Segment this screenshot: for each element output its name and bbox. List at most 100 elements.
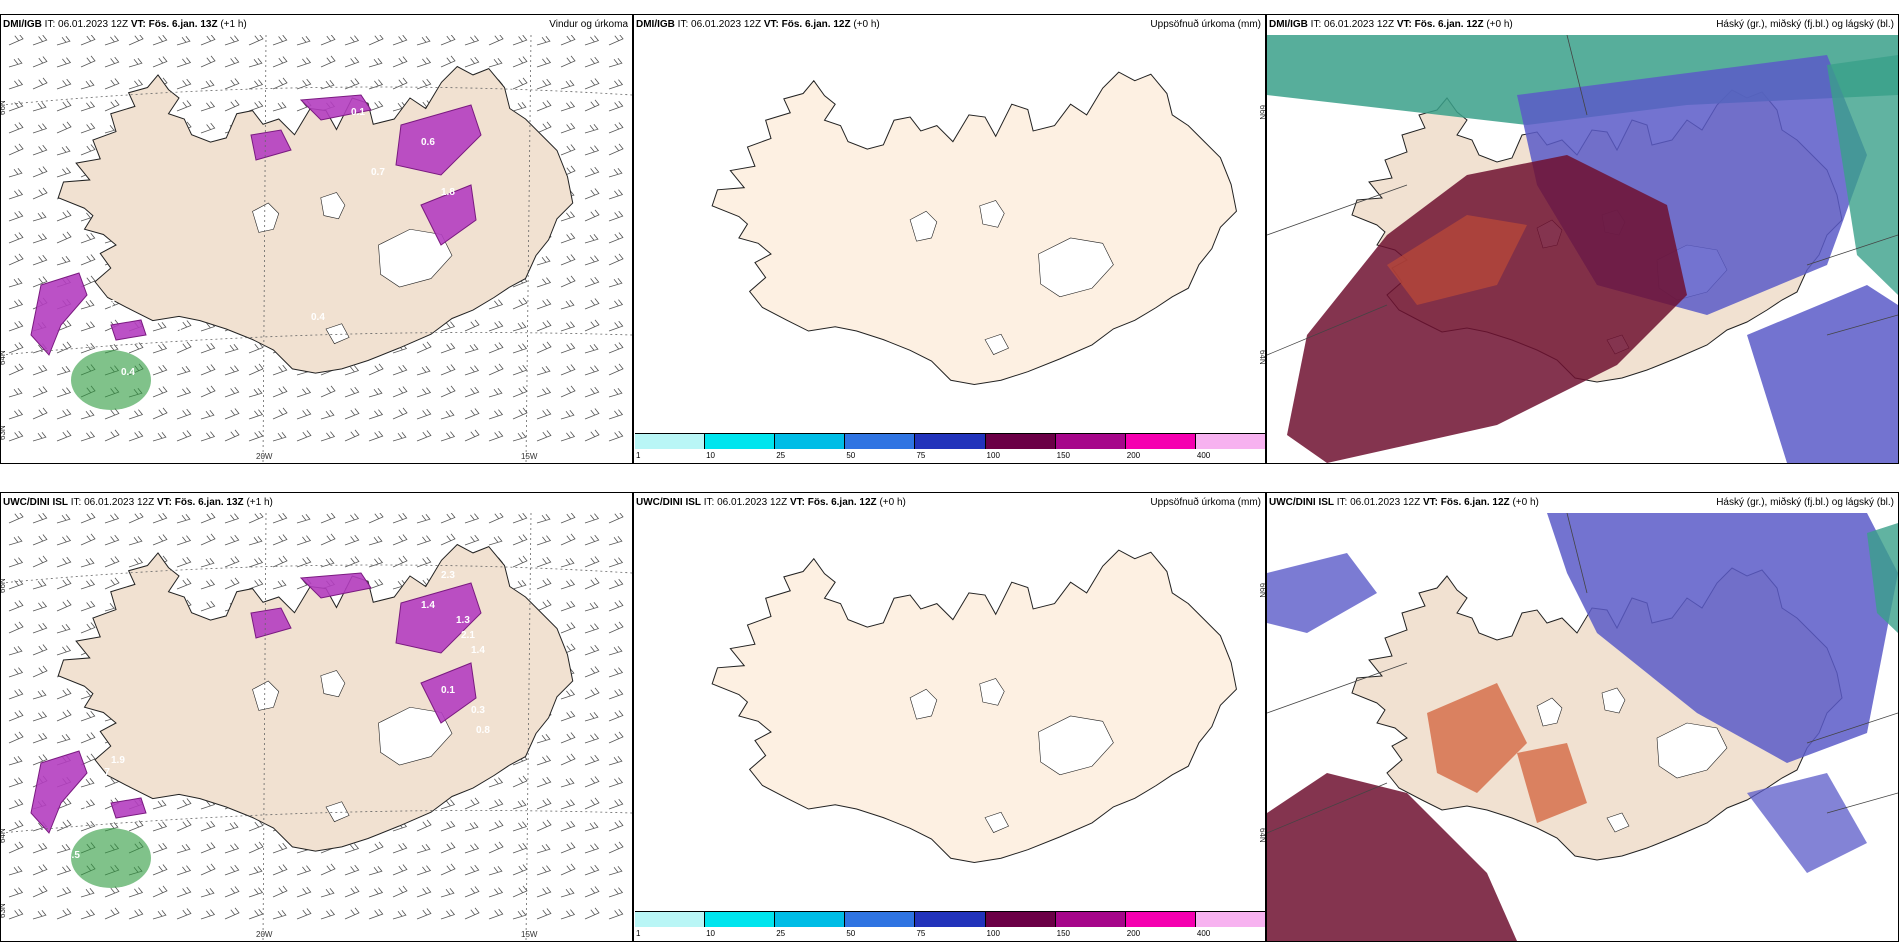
wind-barb xyxy=(584,666,600,678)
wind-barb xyxy=(8,122,24,134)
panel-uwc-wind: UWC/DINI ISL IT: 06.01.2023 12Z VT: Fös.… xyxy=(0,492,633,942)
wind-barb xyxy=(536,513,551,524)
wind-barb xyxy=(344,534,360,546)
wind-barb xyxy=(80,321,96,332)
wind-barb xyxy=(200,79,215,90)
wind-barb xyxy=(152,386,168,398)
wind-barb xyxy=(32,555,48,568)
wind-barb xyxy=(152,364,168,376)
wind-barb xyxy=(584,166,600,178)
wind-barb xyxy=(392,364,408,376)
wind-barb xyxy=(608,600,624,612)
graticule xyxy=(1267,35,1898,356)
wind-barb xyxy=(536,408,552,420)
wind-barb xyxy=(152,513,168,524)
wind-barb xyxy=(8,535,23,546)
wind-barb xyxy=(560,863,576,876)
wind-barb xyxy=(8,820,24,832)
wind-barb xyxy=(536,341,552,354)
wind-barb xyxy=(368,908,384,920)
wind-barb xyxy=(272,431,287,442)
wind-barb xyxy=(152,35,168,46)
wind-barb xyxy=(56,35,71,46)
wind-barb xyxy=(56,556,72,568)
wind-barb xyxy=(8,210,24,222)
colorbar-segment xyxy=(1125,434,1196,449)
wind-barb xyxy=(176,341,192,354)
wind-barb xyxy=(464,843,480,854)
wind-barb xyxy=(248,35,264,46)
latitude-label: 64N xyxy=(1,350,7,365)
valid-label: VT: xyxy=(789,497,805,508)
precip-area xyxy=(110,319,147,341)
wind-barb xyxy=(56,709,72,722)
wind-barb xyxy=(512,297,528,310)
wind-barb xyxy=(8,277,23,288)
wind-barb xyxy=(8,387,23,398)
wind-barb xyxy=(560,144,576,156)
colorbar-tick-label: 50 xyxy=(846,929,856,938)
wind-barb xyxy=(80,579,96,590)
colorbar-tick-label: 50 xyxy=(846,451,856,460)
wind-barb xyxy=(200,409,215,420)
precip-value-label: 4.8 xyxy=(76,339,90,350)
colorbar-tick-label: 400 xyxy=(1196,451,1211,460)
glacier xyxy=(378,228,453,288)
wind-barb xyxy=(536,535,552,546)
wind-barb xyxy=(152,431,167,442)
precip-value-label: 0.4 xyxy=(121,367,135,378)
wind-barb xyxy=(80,275,96,288)
wind-barb xyxy=(128,887,144,898)
wind-barb xyxy=(56,320,72,332)
wind-barb xyxy=(464,821,479,832)
glacier xyxy=(325,323,350,345)
wind-barb xyxy=(488,865,503,876)
glacier xyxy=(325,801,350,823)
wind-barb xyxy=(608,798,624,810)
cloud-cover-map xyxy=(1267,35,1898,463)
wind-barb xyxy=(224,556,240,568)
wind-barb xyxy=(584,276,600,288)
wind-precip-map: 1.91.72.22.33.43.52.31.41.32.11.40.10.30… xyxy=(1,513,632,941)
wind-barb xyxy=(320,385,336,398)
wind-barb xyxy=(104,556,120,568)
wind-barb xyxy=(8,143,24,156)
wind-barb xyxy=(224,429,240,442)
wind-barb xyxy=(512,555,528,568)
precip-area xyxy=(395,104,482,176)
colorbar-tick-label: 100 xyxy=(986,451,1000,460)
wind-barb xyxy=(416,843,431,854)
wind-barb xyxy=(176,556,192,568)
wind-barb xyxy=(176,387,192,398)
wind-barb xyxy=(104,577,120,590)
panel-title: Uppsöfnuð úrkoma (mm) xyxy=(1150,19,1261,30)
wind-barb xyxy=(56,886,72,898)
wind-barb xyxy=(440,342,456,354)
wind-barb xyxy=(56,365,71,376)
wind-barb xyxy=(608,299,624,310)
wind-barb xyxy=(608,731,624,744)
wind-barb xyxy=(128,409,144,420)
wind-barb xyxy=(56,645,72,656)
wind-barb xyxy=(8,908,24,920)
graticule-line xyxy=(1,564,632,584)
model-name: UWC/DINI ISL xyxy=(1269,497,1334,508)
panel-uwc-cloud: UWC/DINI ISL IT: 06.01.2023 12Z VT: Fös.… xyxy=(1266,492,1899,942)
wind-barb xyxy=(32,233,48,244)
wind-barb xyxy=(512,821,528,832)
precip-area xyxy=(420,662,477,724)
low-cloud-area xyxy=(1267,35,1898,125)
wind-barb xyxy=(488,798,504,810)
wind-barb xyxy=(440,55,456,68)
wind-barb xyxy=(56,578,72,590)
wind-barb xyxy=(560,299,575,310)
colorbar-tick-label: 100 xyxy=(986,929,1000,938)
colorbar-segment xyxy=(705,434,776,449)
wind-barb xyxy=(248,557,264,568)
wind-barb xyxy=(608,667,624,678)
graticule-line xyxy=(1267,35,1898,356)
wind-barb xyxy=(8,167,23,178)
wind-barb xyxy=(8,35,24,46)
wind-barb xyxy=(584,513,600,524)
low-cloud-area xyxy=(1827,55,1898,295)
